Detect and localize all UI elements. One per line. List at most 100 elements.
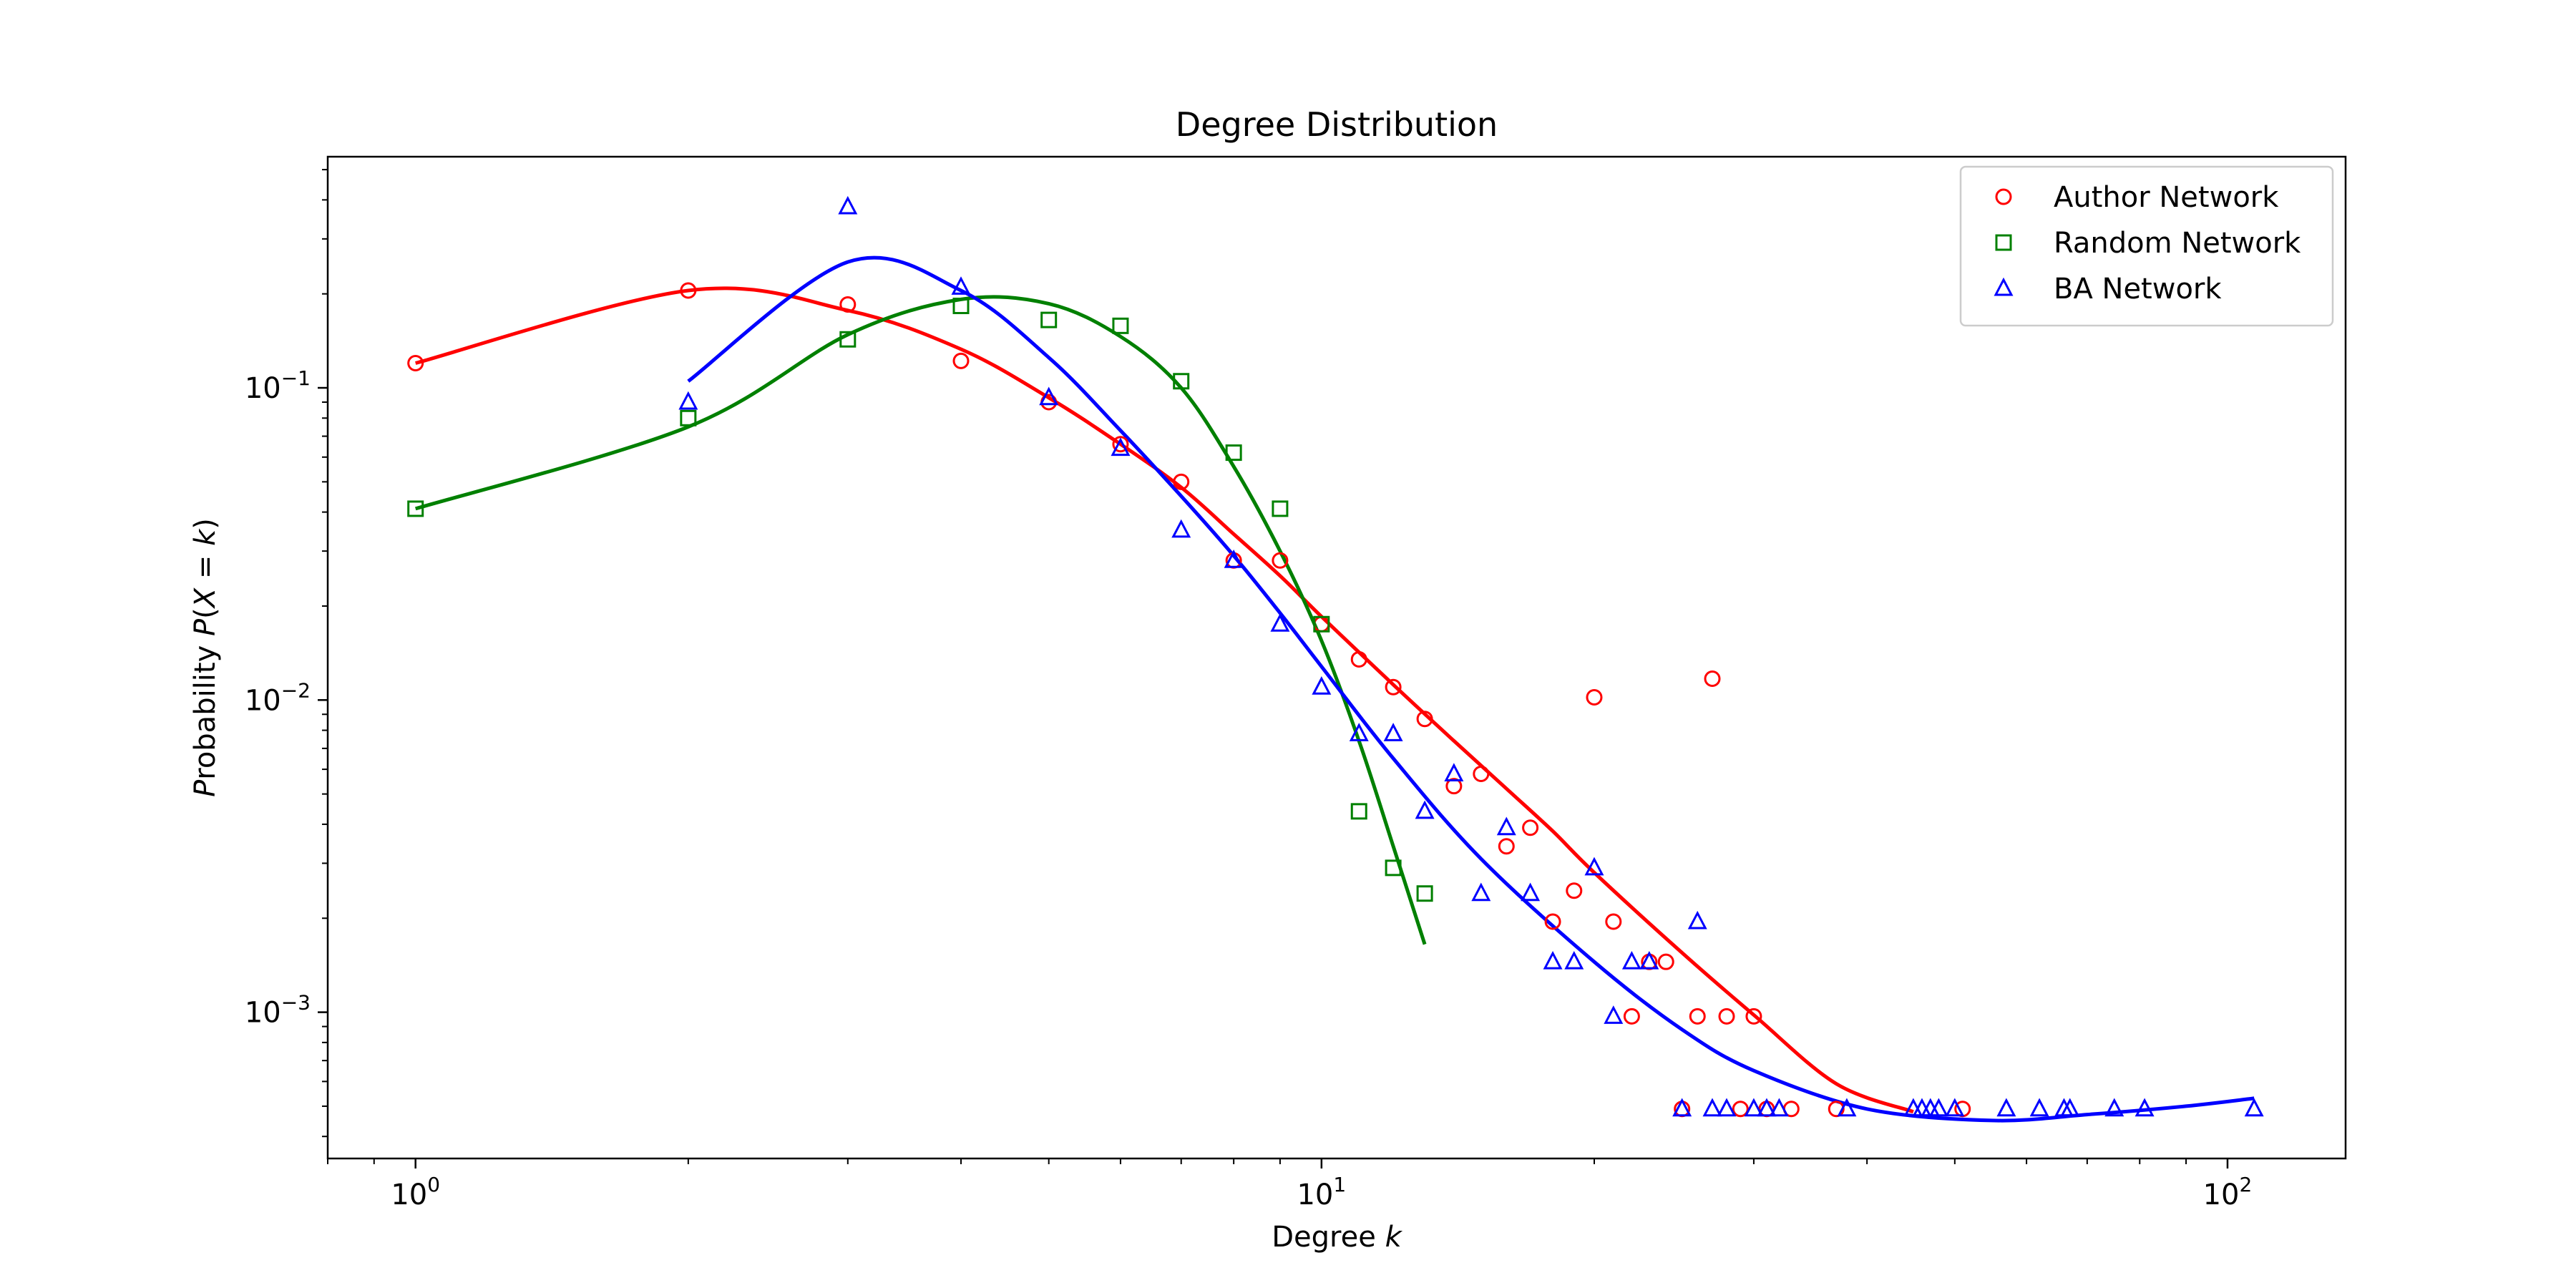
random-network-legend-marker — [1995, 234, 2012, 251]
ba-network-point — [951, 276, 971, 295]
ba-network-point — [1996, 1098, 2016, 1117]
ba-network-point — [2244, 1098, 2264, 1117]
random-network-fit-line — [414, 295, 1427, 945]
author-network-point — [1385, 678, 1402, 696]
x-tick-label: 102 — [2203, 1173, 2253, 1211]
random-network-point — [1225, 444, 1242, 462]
x-axis-ticks: 100 101 102 — [327, 1158, 2253, 1211]
author-network-point — [1657, 953, 1674, 970]
ba-network-point — [1111, 437, 1131, 457]
ba-network-point — [1415, 800, 1435, 819]
ba-network-point — [1471, 882, 1491, 902]
random-network-point — [407, 500, 424, 517]
author-network-point — [1718, 1008, 1735, 1025]
ba-network-legend-label: BA Network — [2054, 273, 2222, 306]
author-network-legend-marker — [1995, 188, 2012, 205]
random-network-point — [1416, 885, 1433, 902]
y-axis-label: Probability P(X = k) — [189, 518, 222, 797]
ba-network-point — [1171, 519, 1191, 538]
author-network-point — [1566, 882, 1583, 899]
ba-network-point — [2060, 1098, 2080, 1117]
ba-network-point — [1744, 1098, 1764, 1117]
y-tick-label: 10−2 — [245, 678, 311, 717]
ba-network-point — [1584, 857, 1604, 876]
random-network-point — [839, 331, 857, 348]
ba-network-point — [1444, 763, 1464, 782]
ba-network-legend-marker — [1994, 277, 2014, 296]
author-network-point — [1473, 766, 1490, 783]
ba-network-point — [1717, 1098, 1737, 1117]
ba-network-point — [2029, 1098, 2049, 1117]
ba-network-point — [1564, 950, 1584, 970]
random-network-point — [680, 409, 697, 426]
random-network-point — [1350, 803, 1367, 820]
random-network-legend-label: Random Network — [2054, 227, 2301, 260]
y-tick-label: 10−1 — [245, 366, 311, 405]
legend: Author Network Random Network BA Network — [1959, 165, 2334, 327]
author-network-legend-label: Author Network — [2054, 181, 2279, 214]
ba-network-point — [1312, 676, 1332, 695]
ba-network-fit-line — [687, 255, 2255, 1123]
chart-title: Degree Distribution — [1176, 105, 1498, 144]
data-markers — [407, 195, 2264, 1118]
author-network-point — [1605, 913, 1622, 930]
author-network-point — [1586, 689, 1603, 706]
author-network-point — [1732, 1101, 1749, 1118]
random-network-point — [1173, 373, 1190, 390]
author-network-point — [1544, 913, 1561, 930]
author-network-point — [839, 296, 857, 313]
author-network-point — [1350, 650, 1367, 668]
ba-network-point — [1604, 1005, 1624, 1024]
ba-network-point — [1769, 1098, 1789, 1117]
fit-lines — [414, 255, 2255, 1123]
random-network-point — [1040, 311, 1058, 328]
author-network-point — [1704, 670, 1721, 688]
random-network-point — [952, 298, 970, 315]
ba-network-point — [2135, 1098, 2155, 1117]
author-network-point — [1689, 1008, 1706, 1025]
random-network-point — [1313, 615, 1330, 633]
ba-network-point — [1757, 1098, 1777, 1117]
author-network-point — [1112, 436, 1129, 453]
ba-network-point — [2104, 1098, 2124, 1117]
ba-network-point — [1496, 816, 1516, 836]
ba-network-point — [1543, 950, 1563, 970]
ba-network-point — [1639, 950, 1659, 970]
author-network-point — [1445, 778, 1463, 795]
author-network-point — [1745, 1008, 1762, 1025]
ba-network-point — [1672, 1098, 1692, 1117]
author-network-point — [1173, 473, 1190, 490]
ba-network-point — [1928, 1098, 1948, 1117]
ba-network-point — [1837, 1098, 1857, 1117]
ba-network-point — [1687, 910, 1707, 930]
author-network-point — [407, 354, 424, 371]
x-axis-label: Degree k — [1272, 1221, 1402, 1254]
author-network-point — [1416, 711, 1433, 728]
ba-network-point — [1621, 950, 1641, 970]
x-tick-label: 100 — [391, 1173, 440, 1211]
x-tick-label: 101 — [1297, 1173, 1346, 1211]
random-network-point — [1385, 859, 1402, 877]
author-network-point — [1522, 819, 1539, 836]
ba-network-point — [1521, 882, 1541, 902]
ba-network-point — [1349, 723, 1369, 741]
y-tick-label: 10−3 — [245, 991, 311, 1030]
ba-network-point — [1224, 549, 1244, 568]
ba-network-point — [1383, 723, 1403, 741]
random-network-point — [1112, 317, 1129, 334]
random-network-point — [1272, 500, 1289, 517]
ba-network-point — [1270, 613, 1290, 632]
ba-network-point — [678, 391, 698, 410]
ba-network-point — [1702, 1098, 1722, 1117]
ba-network-point — [1039, 386, 1059, 406]
author-network-point — [952, 352, 970, 369]
plot-area — [326, 155, 2347, 1160]
ba-network-point — [1945, 1098, 1965, 1117]
ba-network-point — [838, 195, 858, 215]
y-axis-ticks: 10−3 10−2 10−1 — [245, 169, 328, 1138]
legend-box — [1959, 165, 2334, 327]
author-network-point — [1623, 1008, 1640, 1025]
author-network-point — [1498, 838, 1515, 855]
author-network-point — [680, 282, 697, 299]
